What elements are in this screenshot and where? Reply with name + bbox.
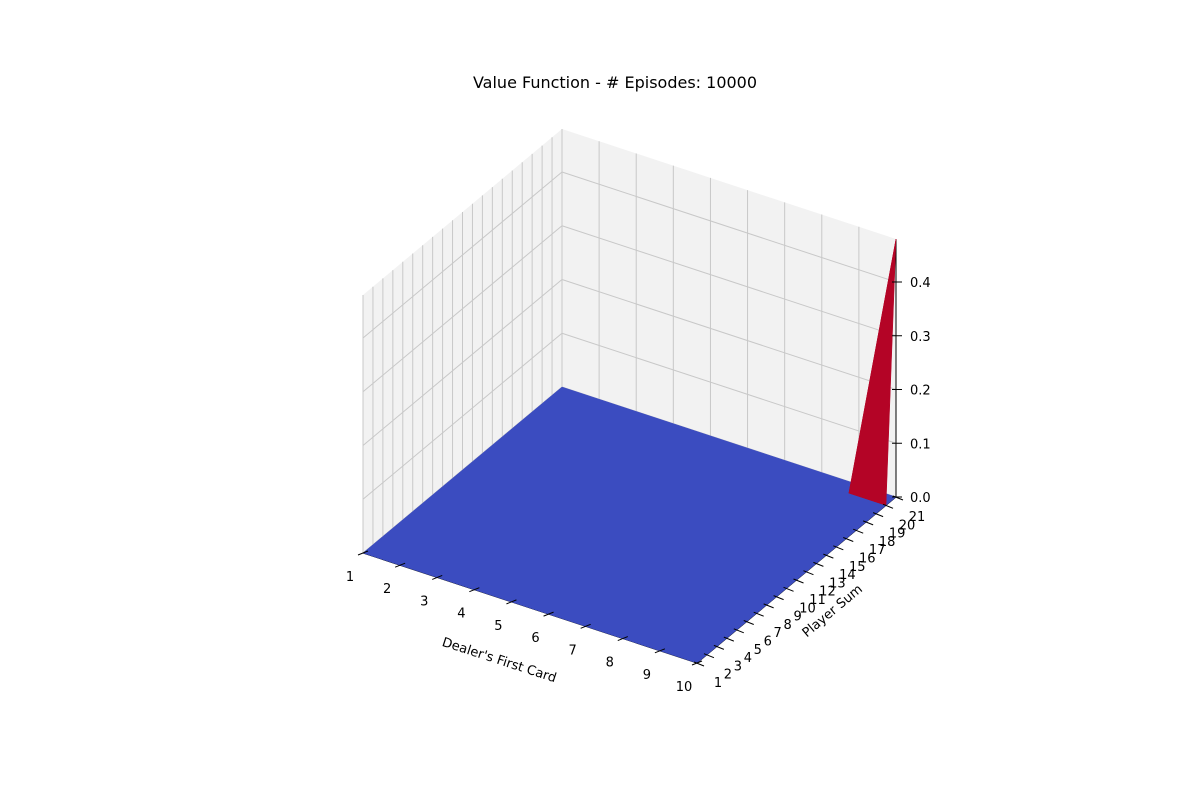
x-tick-label-4: 5: [494, 619, 502, 634]
y-tick-mark-18: [872, 512, 884, 518]
x-tick-mark-6: [580, 623, 591, 629]
grid-line-left-z-4: [362, 171, 563, 339]
y-tick-mark-9: [783, 586, 794, 592]
y-tick-mark-13: [823, 553, 834, 559]
grid-line-left-z-1: [362, 332, 563, 500]
y-tick-label-8: 9: [793, 610, 801, 625]
back-pane: [562, 129, 896, 497]
y-tick-mark-15: [843, 537, 854, 542]
z-tick-label-0: 0.0: [910, 491, 931, 506]
y-tick-label-13: 14: [839, 568, 856, 583]
z-tick-label-3: 0.3: [910, 330, 931, 345]
x-tick-label-0: 1: [346, 570, 354, 585]
y-tick-mark-6: [753, 611, 764, 617]
surface-peak-face-b-0: [848, 238, 897, 506]
y-tick-label-3: 4: [744, 651, 752, 666]
y-tick-label-0: 1: [714, 676, 722, 691]
y-tick-mark-11: [803, 570, 814, 576]
y-tick-label-7: 8: [784, 618, 792, 633]
y-tick-label-9: 10: [799, 601, 816, 616]
x-tick-label-7: 8: [606, 656, 614, 671]
x-tick-mark-4: [506, 599, 517, 605]
x-tick-label-9: 10: [676, 680, 693, 695]
z-tick-label-2: 0.2: [910, 384, 931, 399]
y-tick-mark-5: [743, 620, 754, 625]
x-tick-mark-1: [394, 562, 406, 568]
z-axis-ticks: 0.0 0.1 0.2 0.3 0.4: [892, 276, 931, 506]
x-tick-mark-5: [543, 611, 554, 617]
z-tick-label-4: 0.4: [910, 276, 931, 291]
y-tick-label-12: 13: [829, 576, 846, 591]
y-tick-label-6: 7: [774, 626, 782, 641]
y-tick-label-11: 12: [819, 585, 836, 600]
x-axis-ticks: 1 2 3 4 5 6 7 8 9 10: [346, 550, 703, 695]
y-tick-mark-7: [763, 603, 774, 609]
y-tick-mark-12: [813, 561, 824, 567]
x-tick-mark-0: [357, 550, 369, 556]
y-tick-mark-16: [853, 528, 864, 534]
y-tick-mark-2: [713, 644, 725, 650]
grid-line-back-z-3: [561, 225, 897, 337]
y-tick-label-5: 6: [764, 635, 772, 650]
x-tick-mark-3: [469, 587, 480, 593]
y-tick-label-17: 18: [879, 535, 896, 550]
y-tick-label-20: 21: [909, 510, 926, 525]
y-tick-label-2: 3: [734, 659, 742, 674]
x-tick-label-6: 7: [569, 643, 577, 658]
x-axis-label: Dealer's First Card: [440, 635, 558, 686]
grid-line-back-z-2: [561, 279, 897, 390]
y-tick-mark-3: [723, 636, 735, 642]
y-tick-label-18: 19: [889, 527, 906, 542]
grid-line-left-z-2: [362, 279, 563, 446]
y-tick-label-15: 16: [859, 552, 876, 567]
x-tick-label-3: 4: [457, 607, 465, 622]
y-tick-mark-19: [882, 503, 894, 509]
y-tick-label-1: 2: [724, 668, 732, 683]
x-tick-mark-2: [432, 574, 443, 580]
z-tick-label-1: 0.1: [910, 437, 931, 452]
grid-line-back-z-1: [561, 332, 897, 444]
chart-title: Value Function - # Episodes: 10000: [473, 73, 757, 92]
x-tick-label-8: 9: [643, 668, 651, 683]
grid-line-back-z-4: [561, 171, 897, 283]
x-tick-mark-8: [654, 648, 666, 654]
y-tick-mark-1: [703, 653, 715, 659]
y-tick-mark-0: [693, 661, 705, 667]
y-tick-label-10: 11: [809, 593, 826, 608]
y-tick-label-4: 5: [754, 643, 762, 658]
y-tick-mark-4: [733, 628, 744, 634]
y-tick-mark-10: [793, 578, 804, 584]
y-tick-mark-8: [773, 595, 784, 601]
x-tick-label-2: 3: [420, 594, 428, 609]
y-tick-label-19: 20: [899, 518, 916, 533]
y-tick-mark-14: [833, 545, 844, 551]
y-tick-mark-17: [862, 520, 874, 526]
x-tick-mark-7: [617, 636, 628, 642]
x-tick-label-1: 2: [383, 582, 391, 597]
y-tick-label-14: 15: [849, 560, 866, 575]
y-tick-label-16: 17: [869, 543, 886, 558]
x-tick-label-5: 6: [531, 631, 539, 646]
grid-line-left-z-3: [362, 225, 563, 393]
